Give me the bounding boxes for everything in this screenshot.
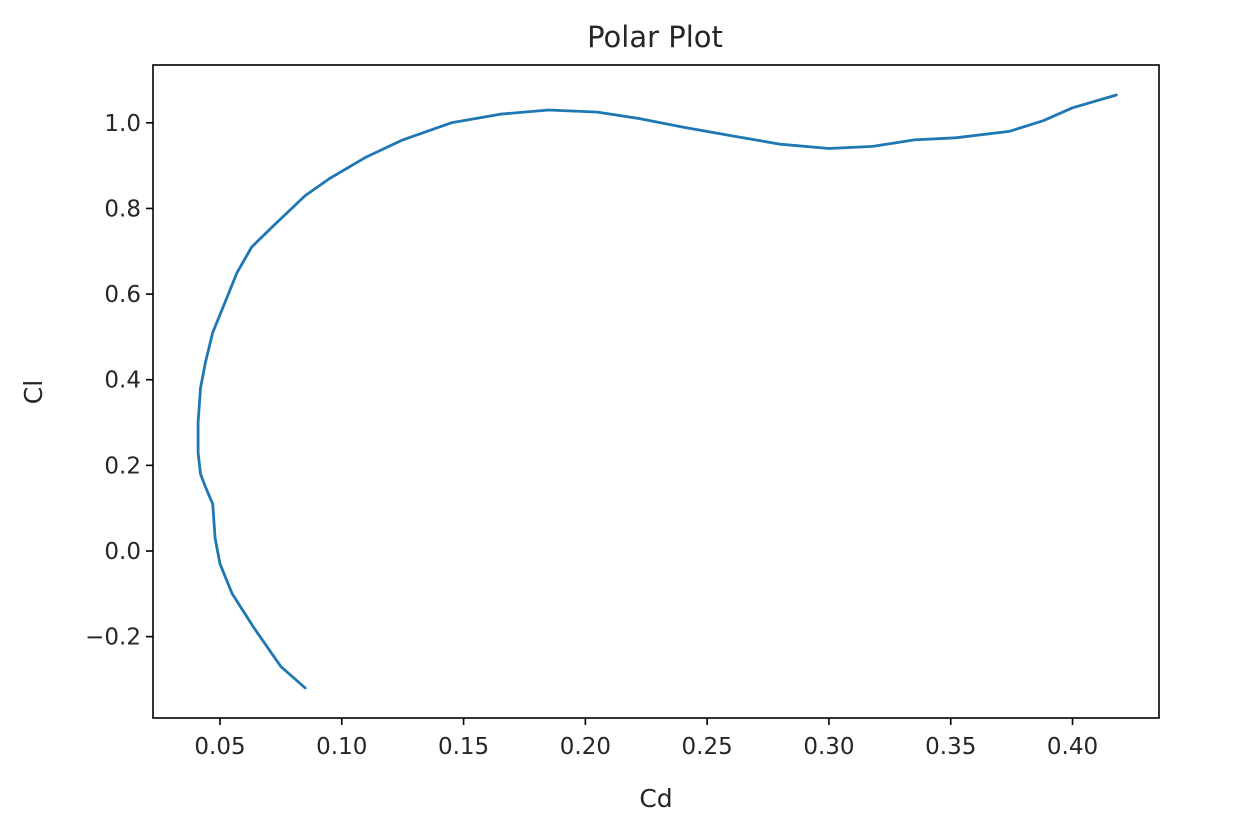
plot-area-frame — [152, 64, 1160, 719]
x-tick-label: 0.10 — [316, 734, 367, 760]
x-tick-label: 0.35 — [925, 734, 976, 760]
y-tick-label: 0.6 — [104, 282, 141, 308]
y-tick-label: 1.0 — [104, 111, 141, 137]
x-axis-title: Cd — [639, 784, 672, 813]
x-axis: 0.05 0.10 0.15 0.20 0.25 0.30 0.35 0.40 — [194, 718, 1098, 760]
x-tick-label: 0.20 — [560, 734, 611, 760]
x-tick-label: 0.40 — [1047, 734, 1098, 760]
y-axis-title: Cl — [19, 380, 48, 404]
x-tick-label: 0.30 — [803, 734, 854, 760]
y-tick-label: 0.8 — [104, 196, 141, 222]
x-tick-label: 0.15 — [438, 734, 489, 760]
y-tick-label: 0.4 — [104, 368, 141, 394]
series-line — [196, 93, 1118, 690]
y-tick-label: 0.0 — [104, 539, 141, 565]
y-tick-label: 0.2 — [104, 453, 141, 479]
x-tick-label: 0.05 — [194, 734, 245, 760]
y-tick-label: −0.2 — [85, 625, 141, 651]
chart-title: Polar Plot — [587, 20, 723, 54]
x-tick-label: 0.25 — [682, 734, 733, 760]
y-axis: −0.2 0.0 0.2 0.4 0.6 0.8 1.0 — [85, 111, 153, 651]
series-layer — [196, 93, 1118, 690]
